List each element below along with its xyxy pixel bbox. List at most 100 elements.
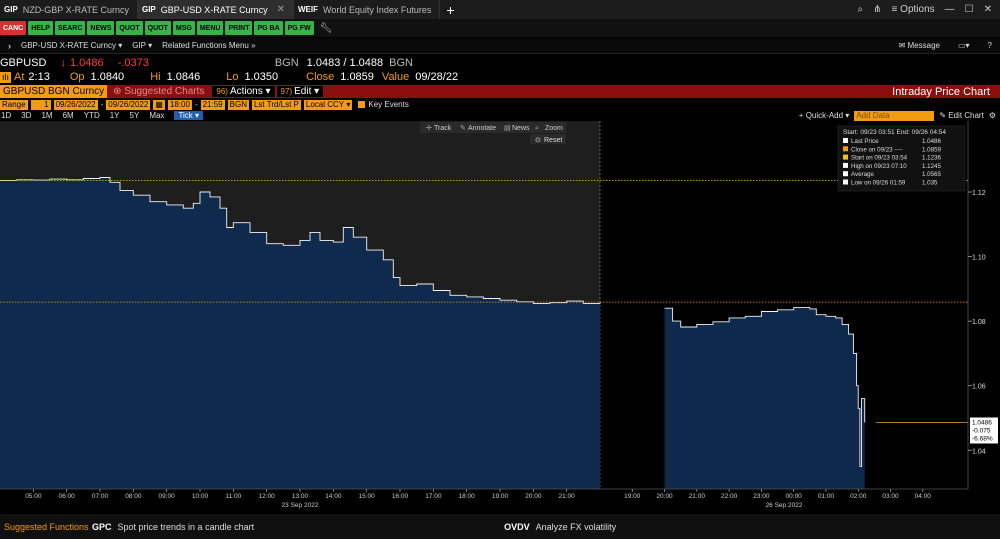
start-date-field[interactable]: 09/26/2022 [53, 99, 98, 110]
quick-add-button[interactable]: + Quick-Add ▾ [798, 111, 850, 120]
security-dropdown[interactable]: GBP-USD X-RATE Curncy ▾ [21, 41, 123, 50]
calendar-icon[interactable]: ▦ [153, 99, 165, 110]
period-3d[interactable]: 3D [21, 111, 32, 120]
fkey-cancel[interactable]: CANC [0, 21, 27, 35]
period-1m[interactable]: 1M [41, 111, 53, 120]
y-tick-label: 1.06 [972, 384, 986, 391]
function-dropdown[interactable]: GIP ▾ [132, 41, 153, 50]
minimize-icon[interactable]: — [944, 4, 955, 15]
tab-nzd-gbp[interactable]: GIP NZD-GBP X-RATE Curncy [0, 0, 138, 19]
legend-rows: Last Price 1.0486 Close on 09/23 ---- 1.085… [843, 138, 941, 187]
key-events-toggle[interactable]: Key Events [358, 100, 409, 109]
message-button[interactable]: ✉ Message [898, 41, 940, 50]
period-6m[interactable]: 6M [62, 111, 74, 120]
tab-label: NZD-GBP X-RATE Curncy [22, 4, 129, 15]
legend-header: Start: 09/23 03:51 End: 09/26 04:54 [843, 129, 946, 136]
chart-settings-icon[interactable]: ⚙ [988, 111, 996, 120]
close-icon[interactable]: ✕ [276, 4, 285, 15]
start-time-field[interactable]: 18:00 [167, 99, 192, 110]
fkey-page-back[interactable]: PG BA [254, 21, 283, 35]
track-button[interactable]: Track [434, 125, 452, 132]
legend-swatch [843, 154, 848, 160]
close-window-icon[interactable]: ✕ [983, 4, 992, 15]
chart-type-icon[interactable]: ılı [0, 71, 12, 83]
options-button[interactable]: ≡ Options [891, 4, 935, 15]
quote-source: BGN [274, 57, 299, 69]
track-icon[interactable]: ✛ [426, 124, 432, 132]
fkey-print[interactable]: PRINT [225, 21, 253, 35]
y-axis: 1.12 1.10 1.08 1.06 1.04 1.0486-0.075-6.68% [967, 121, 998, 489]
fkey-menu[interactable]: MENU [196, 21, 224, 35]
reset-button[interactable]: Reset [544, 137, 562, 144]
help-icon[interactable]: ? [987, 41, 992, 50]
fkey-search[interactable]: SEARC [54, 21, 86, 35]
function-description: Spot price trends in a candle chart [117, 521, 255, 532]
security-field[interactable]: GBPUSD BGN Curncy [0, 85, 108, 98]
suggested-function-gpc[interactable]: GPC Spot price trends in a candle chart [92, 522, 254, 532]
fkey-news[interactable]: NEWS [87, 21, 115, 35]
tab-weif[interactable]: WEIF World Equity Index Futures [294, 0, 441, 19]
fkey-msg[interactable]: MSG [172, 21, 195, 35]
wrench-icon[interactable]: 🔧︎ [319, 22, 333, 34]
source-field[interactable]: BGN [227, 99, 249, 110]
last-price-label: 1.0486 [972, 420, 992, 427]
tab-gbp-usd[interactable]: GIP GBP-USD X-RATE Curncy ✕ [137, 0, 294, 19]
fkey-quote[interactable]: QUOT [116, 21, 143, 35]
x-day-label-2: 26 Sep 2022 [766, 502, 803, 509]
edit-button[interactable]: 97) Edit ▾ [276, 86, 324, 97]
edit-label: Edit [294, 86, 312, 97]
add-data-input[interactable]: Add Data [854, 110, 935, 121]
market-field[interactable]: Lst Trd/Lst P [251, 99, 301, 110]
legend-value: 1.0859 [922, 146, 941, 153]
screen-icon[interactable]: ▭▾ [957, 41, 970, 50]
fkey-help[interactable]: HELP [28, 21, 53, 35]
zoom-button[interactable]: Zoom [545, 125, 563, 132]
chart-legend: Start: 09/23 03:51 End: 09/26 04:54 Last… [837, 125, 966, 192]
legend-box [837, 125, 966, 192]
period-max[interactable]: Max [149, 111, 165, 120]
end-date-field[interactable]: 09/26/2022 [106, 99, 151, 110]
edit-number: 97) [280, 87, 293, 96]
edit-chart-button[interactable]: ✎ Edit Chart [939, 111, 984, 120]
period-tick-dropdown[interactable]: Tick ▾ [174, 111, 204, 120]
period-1d[interactable]: 1D [1, 111, 12, 120]
news-icon[interactable]: ▤ [504, 125, 511, 132]
y-tick-label: 1.10 [972, 255, 986, 262]
x-tick-label: 23:00 [753, 493, 770, 500]
suggested-charts-button[interactable]: ⊕ Suggested Charts [113, 86, 205, 97]
period-5y[interactable]: 5Y [129, 111, 140, 120]
suggested-function-ovdv[interactable]: OVDV Analyze FX volatility [504, 522, 616, 532]
date-separator: - [100, 100, 104, 109]
x-tick-label: 04:00 [915, 493, 932, 500]
range-number-field[interactable]: 1 [30, 99, 51, 110]
x-tick-label: 02:00 [850, 493, 867, 500]
period-1y[interactable]: 1Y [109, 111, 120, 120]
search-icon[interactable]: ⌕ [857, 4, 864, 15]
annotate-button[interactable]: Annotate [468, 125, 496, 132]
zoom-icon[interactable]: ⌕ [535, 125, 539, 132]
annotate-icon[interactable]: ✎ [460, 125, 466, 132]
maximize-icon[interactable]: ☐ [964, 4, 974, 15]
pin-icon[interactable]: ⋔ [873, 4, 882, 15]
last-pct-label: -6.68% [972, 436, 993, 443]
last-change-label: -0.075 [972, 428, 991, 435]
related-functions-menu[interactable]: Related Functions Menu » [162, 41, 256, 50]
reset-icon[interactable]: ⊙ [535, 137, 541, 144]
news-button[interactable]: News [512, 125, 530, 132]
currency-dropdown[interactable]: Local CCY ▾ [303, 99, 353, 110]
fkey-quote-2[interactable]: QUOT [144, 21, 171, 35]
chevron-right-icon[interactable]: › [8, 40, 11, 51]
open-value: 1.0840 [90, 71, 125, 83]
period-ytd[interactable]: YTD [83, 111, 100, 120]
tab-code: GIP [4, 5, 18, 14]
actions-button[interactable]: 96) Actions ▾ [212, 86, 275, 97]
legend-value: 1.1236 [922, 155, 941, 162]
add-tab-icon[interactable]: + [446, 1, 455, 18]
fkey-page-forward[interactable]: PG FW [284, 21, 314, 35]
end-time-field[interactable]: 21:59 [200, 99, 225, 110]
edit-chart-label: Edit Chart [948, 111, 984, 120]
x-tick-label: 13:00 [292, 493, 309, 500]
message-label: Message [907, 41, 940, 50]
price-chart[interactable]: 1.12 1.10 1.08 1.06 1.04 1.0486 -0.075 -6.68% 0… [0, 121, 1000, 513]
low-label: Lo [226, 71, 239, 83]
